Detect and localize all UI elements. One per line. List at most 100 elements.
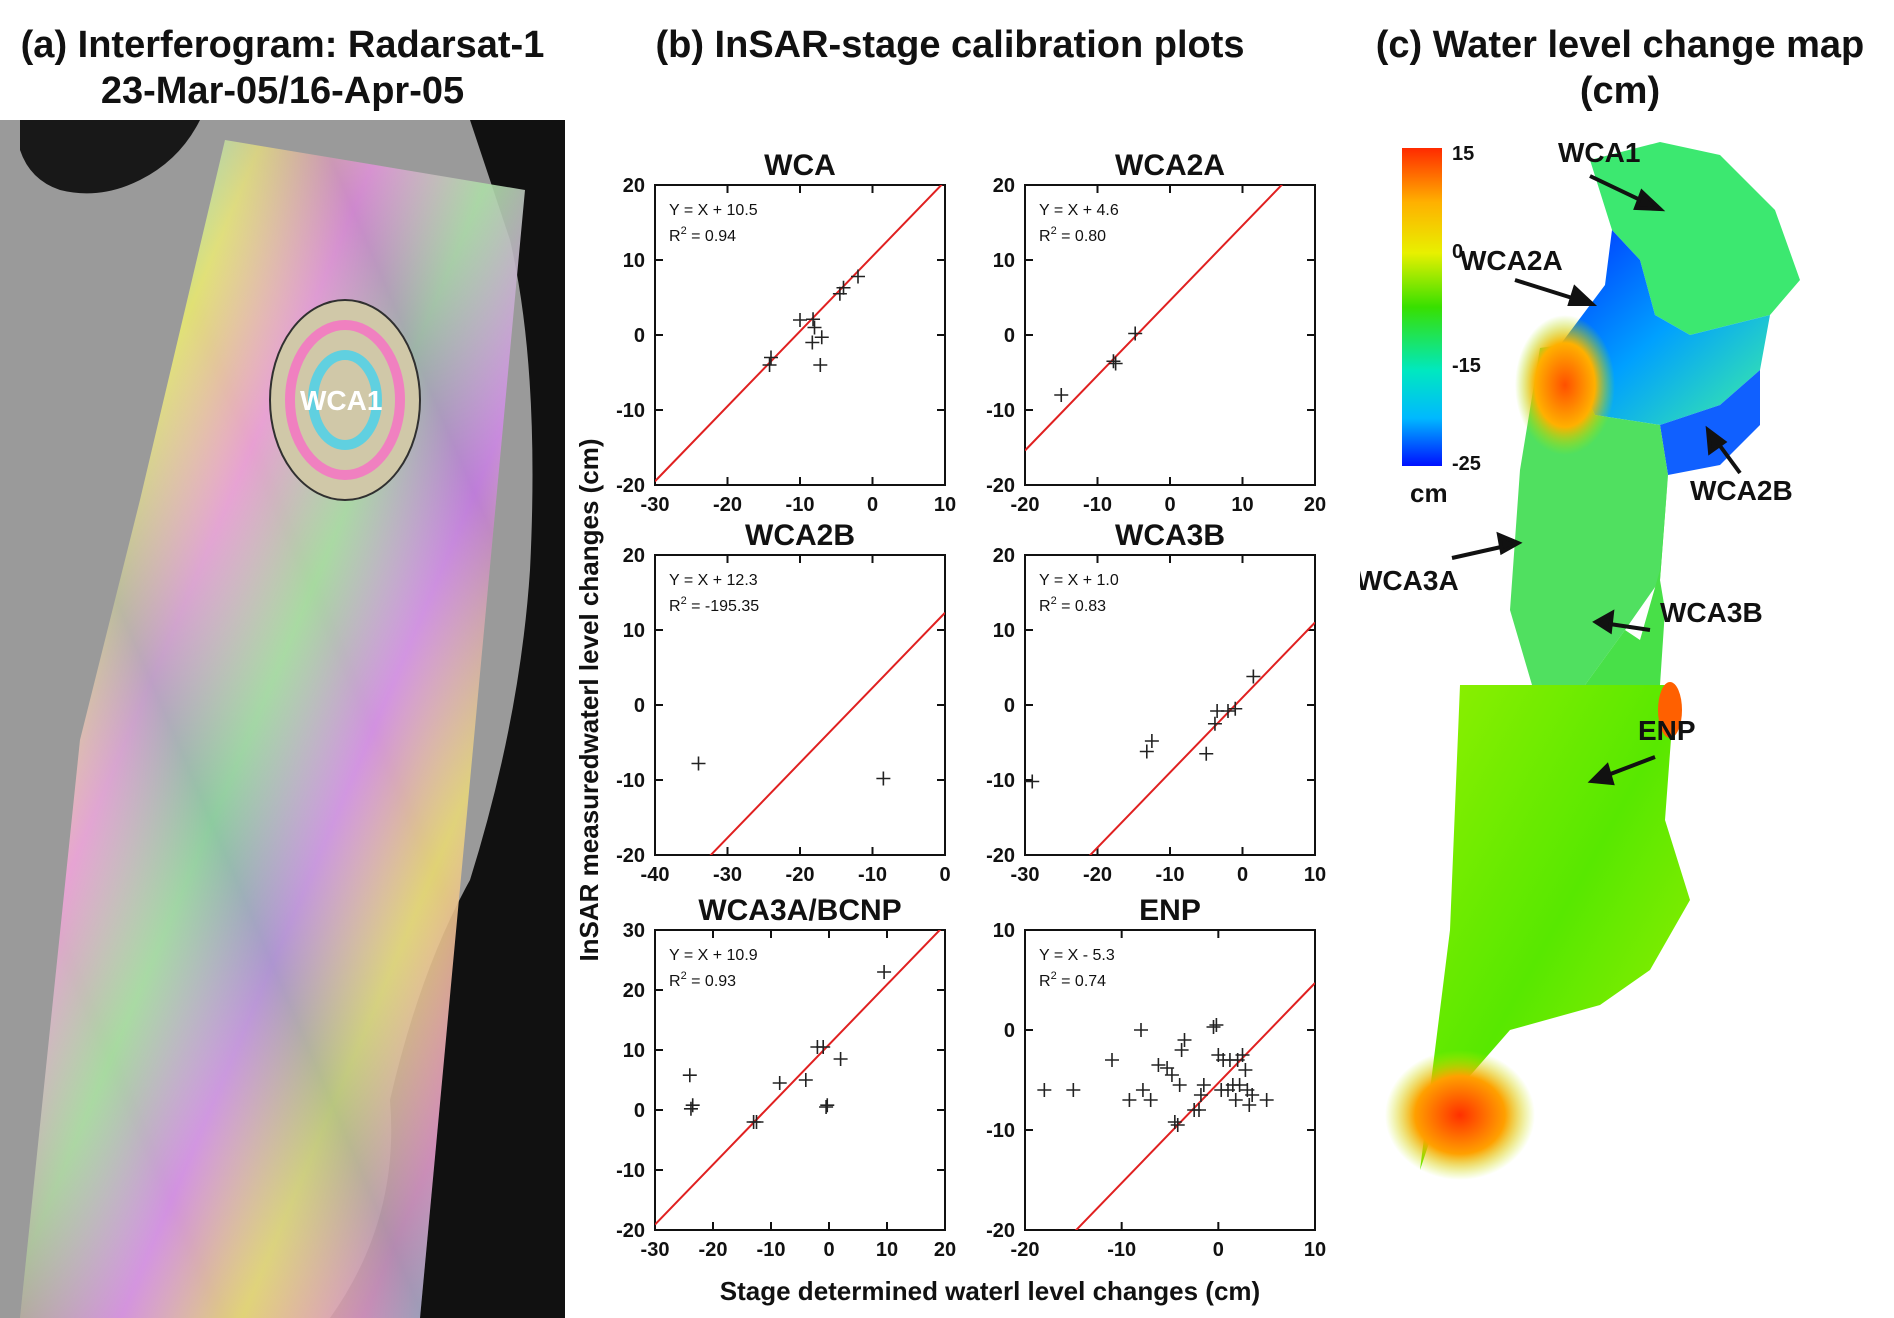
data-point (1174, 1043, 1189, 1057)
data-point (805, 335, 820, 350)
colorbar-tick-neg25: -25 (1452, 453, 1481, 475)
label-enp: ENP (1638, 715, 1696, 746)
fit-r-squared: R2 = 0.83 (1039, 595, 1106, 615)
plot-title: WCA3B (1115, 519, 1225, 552)
water-level-map: 15 0 -15 -25 cm WCA1 WCA2A WCA2B WCA3A W… (1360, 140, 1800, 1180)
colorbar-tick-neg15: -15 (1452, 355, 1481, 377)
plot-title: WCA2B (745, 519, 855, 552)
fit-line (1088, 621, 1315, 855)
data-point (876, 771, 891, 786)
x-tick-label: -20 (713, 494, 742, 516)
data-point (836, 280, 851, 295)
y-tick-label: 10 (623, 1040, 645, 1062)
data-point (685, 1098, 700, 1113)
x-tick-label: -20 (1011, 494, 1040, 516)
y-tick-label: 20 (623, 175, 645, 197)
data-point (814, 330, 829, 345)
data-point (1228, 1093, 1243, 1107)
x-tick-label: 20 (934, 1239, 956, 1261)
panel-a-title-line1: (a) Interferogram: Radarsat-1 (20, 24, 545, 66)
x-tick-label: 10 (934, 494, 956, 516)
data-point (1105, 1053, 1119, 1067)
colorbar-unit: cm (1410, 478, 1448, 508)
plot-frame (654, 929, 946, 1231)
y-tick-label: -10 (986, 1120, 1015, 1142)
fit-equation: Y = X + 10.5 (669, 202, 758, 219)
y-tick-label: -10 (616, 400, 645, 422)
y-tick-label: 20 (993, 175, 1015, 197)
data-point (1134, 1023, 1148, 1037)
data-point (877, 965, 892, 979)
panel-c-title: (c) Water level change map (cm) (1360, 22, 1880, 114)
data-point (1151, 1058, 1166, 1072)
y-tick-label: 10 (993, 250, 1015, 272)
y-tick-label: -20 (616, 1220, 645, 1242)
data-point (1106, 354, 1121, 369)
x-tick-label: -10 (858, 864, 887, 886)
shared-y-axis-label: InSAR measuredwaterl level changes (cm) (574, 438, 604, 961)
fit-line (655, 930, 942, 1226)
data-point (1128, 326, 1143, 341)
x-tick-label: -30 (1011, 864, 1040, 886)
x-tick-label: -20 (1083, 864, 1112, 886)
x-tick-label: -20 (786, 864, 815, 886)
region-wca2b (1660, 370, 1760, 475)
data-point (683, 1101, 698, 1116)
colorbar-tick-15: 15 (1452, 143, 1474, 165)
data-point (1144, 734, 1159, 748)
plot-title: ENP (1139, 894, 1201, 927)
fit-equation: Y = X - 5.3 (1039, 947, 1115, 964)
data-point (813, 358, 828, 372)
y-tick-label: 10 (993, 920, 1015, 942)
fit-line (1025, 185, 1284, 452)
data-point (1139, 744, 1154, 759)
y-tick-label: -10 (986, 770, 1015, 792)
y-tick-label: 0 (634, 1100, 645, 1122)
data-point (1228, 701, 1243, 716)
data-point (682, 1068, 697, 1083)
x-tick-label: -40 (641, 864, 670, 886)
shared-x-axis-label: Stage determined waterl level changes (c… (720, 1276, 1260, 1306)
data-point (1246, 669, 1261, 684)
y-tick-label: -10 (616, 1160, 645, 1182)
x-tick-label: 0 (823, 1239, 834, 1261)
x-tick-label: 10 (1231, 494, 1253, 516)
data-point (1238, 1063, 1253, 1077)
y-tick-label: -20 (986, 845, 1015, 867)
map-arrows (1451, 174, 1742, 786)
interferogram-image: WCA1 (0, 120, 565, 1318)
x-tick-label: -30 (641, 1239, 670, 1261)
data-point (1066, 1083, 1081, 1097)
data-point (798, 1073, 813, 1087)
data-point (1054, 388, 1069, 402)
data-point (1108, 356, 1123, 371)
data-point (806, 312, 821, 327)
y-tick-label: -20 (616, 475, 645, 497)
x-tick-label: -10 (1107, 1239, 1136, 1261)
x-tick-label: -20 (1011, 1239, 1040, 1261)
x-tick-label: -10 (757, 1239, 786, 1261)
x-tick-label: -10 (786, 494, 815, 516)
panel-a-title: (a) Interferogram: Radarsat-1 23-Mar-05/… (0, 22, 565, 114)
data-point (1177, 1033, 1192, 1047)
x-tick-label: 0 (939, 864, 950, 886)
data-point (1135, 1083, 1150, 1097)
panel-c-title-line2: (cm) (1579, 70, 1661, 112)
label-wca3b: WCA3B (1660, 597, 1763, 628)
data-point (762, 358, 777, 372)
data-point (1025, 774, 1040, 789)
data-point (1206, 1020, 1221, 1034)
colorbar (1402, 148, 1442, 466)
fit-equation: Y = X + 1.0 (1039, 572, 1119, 589)
x-tick-label: 10 (1304, 1239, 1326, 1261)
panel-a-title-line2: 23-Mar-05/16-Apr-05 (100, 70, 465, 112)
y-tick-label: 30 (623, 920, 645, 942)
data-point (851, 269, 865, 284)
fit-equation: Y = X + 12.3 (669, 572, 758, 589)
data-point (1199, 746, 1214, 761)
plot-title: WCA (764, 149, 836, 182)
data-point (807, 320, 822, 335)
y-tick-label: 10 (993, 620, 1015, 642)
data-point (1259, 1093, 1274, 1107)
